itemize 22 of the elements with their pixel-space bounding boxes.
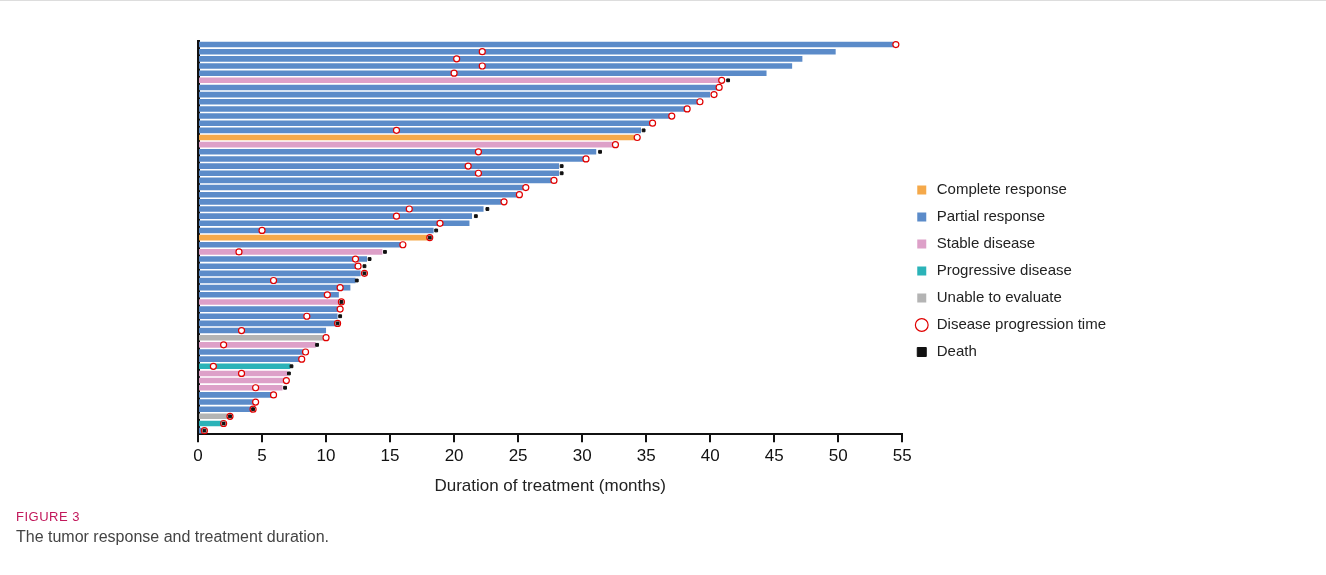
text: The tumor response and treatment duration. — [16, 528, 330, 546]
x-axis-title: Duration of treatment (months) — [434, 476, 666, 496]
x-tick-label: 15 — [380, 446, 400, 466]
legend-label: Disease progression time — [936, 315, 1107, 333]
x-tick-label: 35 — [636, 446, 656, 466]
legend-label: Death — [936, 342, 977, 360]
legend-label: Unable to evaluate — [936, 288, 1062, 306]
caption: FIGURE 3 — [16, 509, 81, 524]
x-tick-label: 40 — [700, 446, 720, 466]
x-tick-label: 25 — [508, 446, 528, 466]
legend-label: Progressive disease — [936, 261, 1072, 279]
x-tick-label: 0 — [193, 446, 203, 466]
x-tick-label: 50 — [828, 446, 848, 466]
legend-label: Complete response — [936, 180, 1067, 198]
x-tick-label: 20 — [444, 446, 464, 466]
x-tick-label: 55 — [892, 446, 912, 466]
x-tick-label: 5 — [257, 446, 267, 466]
x-tick-label: 45 — [764, 446, 784, 466]
x-tick-label: 30 — [572, 446, 592, 466]
x-tick-label: 10 — [316, 446, 336, 466]
legend-label: Partial response — [936, 207, 1046, 225]
legend-label: Stable disease — [936, 234, 1036, 252]
